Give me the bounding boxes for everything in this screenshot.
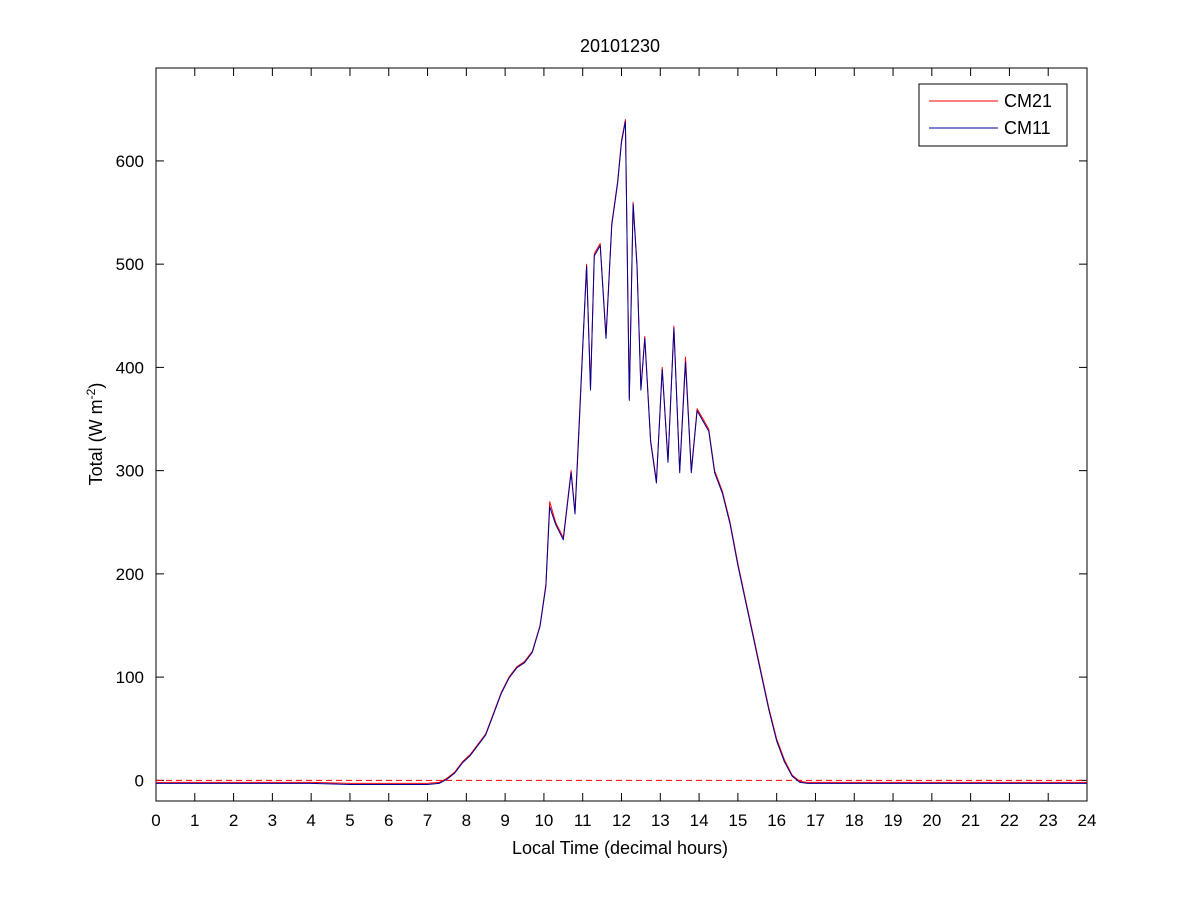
series-line-cm11 xyxy=(156,121,1087,785)
y-axis-label-main: Total (W m xyxy=(86,399,106,485)
x-tick-label: 15 xyxy=(728,811,747,830)
x-tick-label: 2 xyxy=(229,811,238,830)
y-axis-label-close: ) xyxy=(86,383,106,389)
legend-box xyxy=(918,83,1068,147)
x-tick-label: 24 xyxy=(1078,811,1097,830)
axis-ticks: 0 1 2 3 4 5 6 7 8 9 10 11 12 13 14 15 16 17 18 19 20 21 22 23 24… xyxy=(116,68,1097,830)
x-tick-label: 19 xyxy=(884,811,903,830)
x-tick-label: 22 xyxy=(1000,811,1019,830)
y-tick-label: 500 xyxy=(116,255,144,274)
legend: CM21 CM11 xyxy=(918,83,1068,147)
x-tick-label: 1 xyxy=(190,811,199,830)
x-tick-label: 23 xyxy=(1039,811,1058,830)
y-tick-label: 200 xyxy=(116,565,144,584)
x-tick-label: 21 xyxy=(961,811,980,830)
x-axis-label: Local Time (decimal hours) xyxy=(512,838,728,858)
x-tick-label: 18 xyxy=(845,811,864,830)
y-axis-label: Total (W m-2) xyxy=(84,383,106,486)
x-tick-label: 4 xyxy=(306,811,315,830)
x-tick-label: 13 xyxy=(651,811,670,830)
legend-label-cm11: CM11 xyxy=(1004,118,1051,138)
series-group xyxy=(156,119,1087,785)
y-axis-label-superscript: -2 xyxy=(84,388,98,399)
x-tick-label: 7 xyxy=(423,811,432,830)
y-tick-label: 100 xyxy=(116,668,144,687)
x-tick-label: 20 xyxy=(922,811,941,830)
x-tick-label: 10 xyxy=(534,811,553,830)
x-tick-label: 11 xyxy=(574,811,592,830)
y-tick-label: 600 xyxy=(116,152,144,171)
x-tick-label: 17 xyxy=(806,811,825,830)
x-tick-label: 16 xyxy=(767,811,786,830)
x-tick-label: 0 xyxy=(151,811,160,830)
legend-label-cm21: CM21 xyxy=(1004,91,1052,111)
x-tick-label: 14 xyxy=(690,811,709,830)
x-tick-label: 12 xyxy=(612,811,631,830)
y-tick-label: 400 xyxy=(116,358,144,377)
y-tick-label: 0 xyxy=(135,771,144,790)
plot-area xyxy=(155,67,1088,802)
chart-title: 20101230 xyxy=(580,36,660,56)
y-tick-label: 300 xyxy=(116,462,144,481)
x-tick-label: 5 xyxy=(345,811,354,830)
x-tick-label: 8 xyxy=(462,811,471,830)
x-tick-label: 6 xyxy=(384,811,393,830)
x-tick-label: 3 xyxy=(268,811,277,830)
x-tick-label: 9 xyxy=(500,811,509,830)
